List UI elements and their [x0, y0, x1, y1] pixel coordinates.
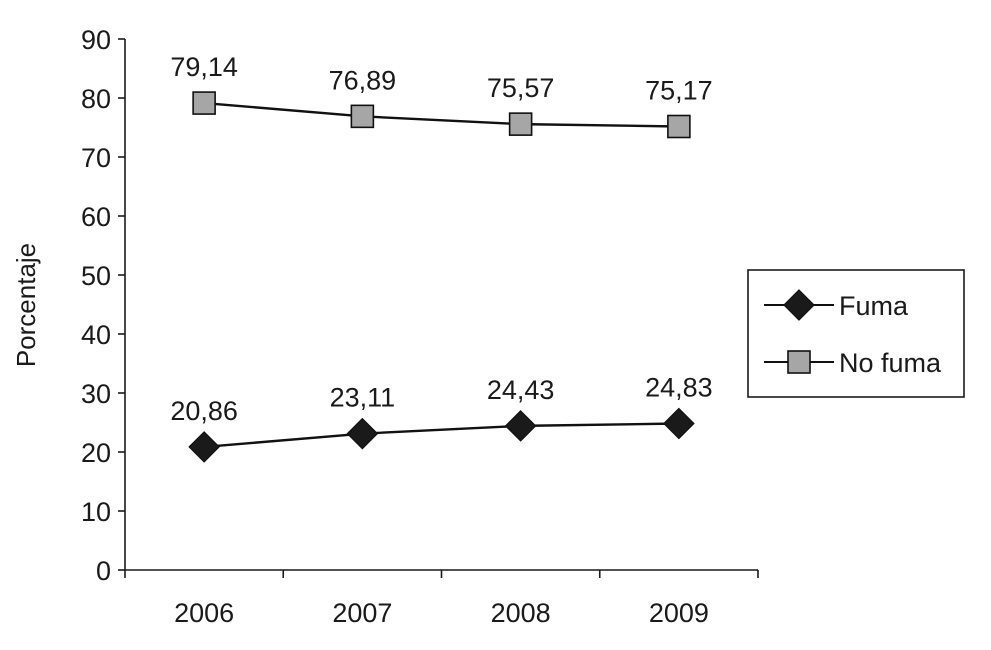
- x-axis: 2006 2007 2008 2009: [124, 569, 759, 628]
- y-tick-label: 30: [81, 379, 111, 409]
- data-point: [192, 91, 216, 115]
- y-tick-label: 70: [81, 143, 111, 173]
- data-label: 76,89: [329, 65, 397, 95]
- series-fuma: 20,86 23,11 24,43 24,83: [170, 373, 713, 463]
- y-tick-label: 10: [81, 497, 111, 527]
- data-label: 24,83: [645, 373, 713, 403]
- legend-label: No fuma: [839, 348, 942, 378]
- legend: Fuma No fuma: [747, 269, 965, 398]
- data-point: [350, 104, 375, 129]
- legend-marker: [783, 289, 815, 321]
- data-point: [504, 410, 537, 442]
- series-line: [204, 101, 679, 128]
- data-label: 79,14: [170, 52, 238, 82]
- data-label: 75,17: [645, 75, 713, 105]
- data-point: [663, 407, 695, 440]
- y-tick-label: 20: [81, 438, 111, 468]
- legend-item: No fuma: [764, 348, 942, 378]
- legend-marker: [787, 350, 811, 374]
- legend-item: Fuma: [764, 289, 909, 321]
- x-tick-label: 2007: [332, 598, 392, 628]
- y-tick-label: 60: [81, 202, 111, 232]
- y-tick-label: 90: [81, 25, 111, 55]
- data-point: [346, 417, 379, 450]
- y-axis-title: Porcentaje: [11, 243, 41, 367]
- y-tick-label: 40: [81, 320, 111, 350]
- y-axis: 0 10 20 30 40 50 60 70 80 90: [81, 25, 126, 586]
- data-label: 23,11: [330, 383, 396, 413]
- x-tick-label: 2008: [491, 598, 551, 628]
- x-tick-label: 2006: [174, 598, 234, 628]
- series-no-fuma: 79,14 76,89 75,57 75,17: [170, 52, 713, 139]
- data-point: [508, 112, 533, 136]
- series-line: [204, 422, 679, 449]
- data-label: 75,57: [487, 73, 555, 103]
- legend-box: [747, 269, 965, 398]
- data-label: 24,43: [487, 375, 555, 405]
- legend-label: Fuma: [839, 291, 909, 321]
- x-tick-label: 2009: [649, 598, 709, 628]
- y-tick-label: 0: [96, 556, 111, 586]
- y-tick-label: 80: [81, 84, 111, 114]
- y-tick-label: 50: [81, 261, 111, 291]
- data-point: [188, 431, 220, 463]
- data-point: [667, 114, 691, 139]
- data-label: 20,86: [170, 396, 238, 426]
- series-layer: 20,86 23,11 24,43 24,83 79,14 76,89 75,57 75,17: [170, 52, 713, 463]
